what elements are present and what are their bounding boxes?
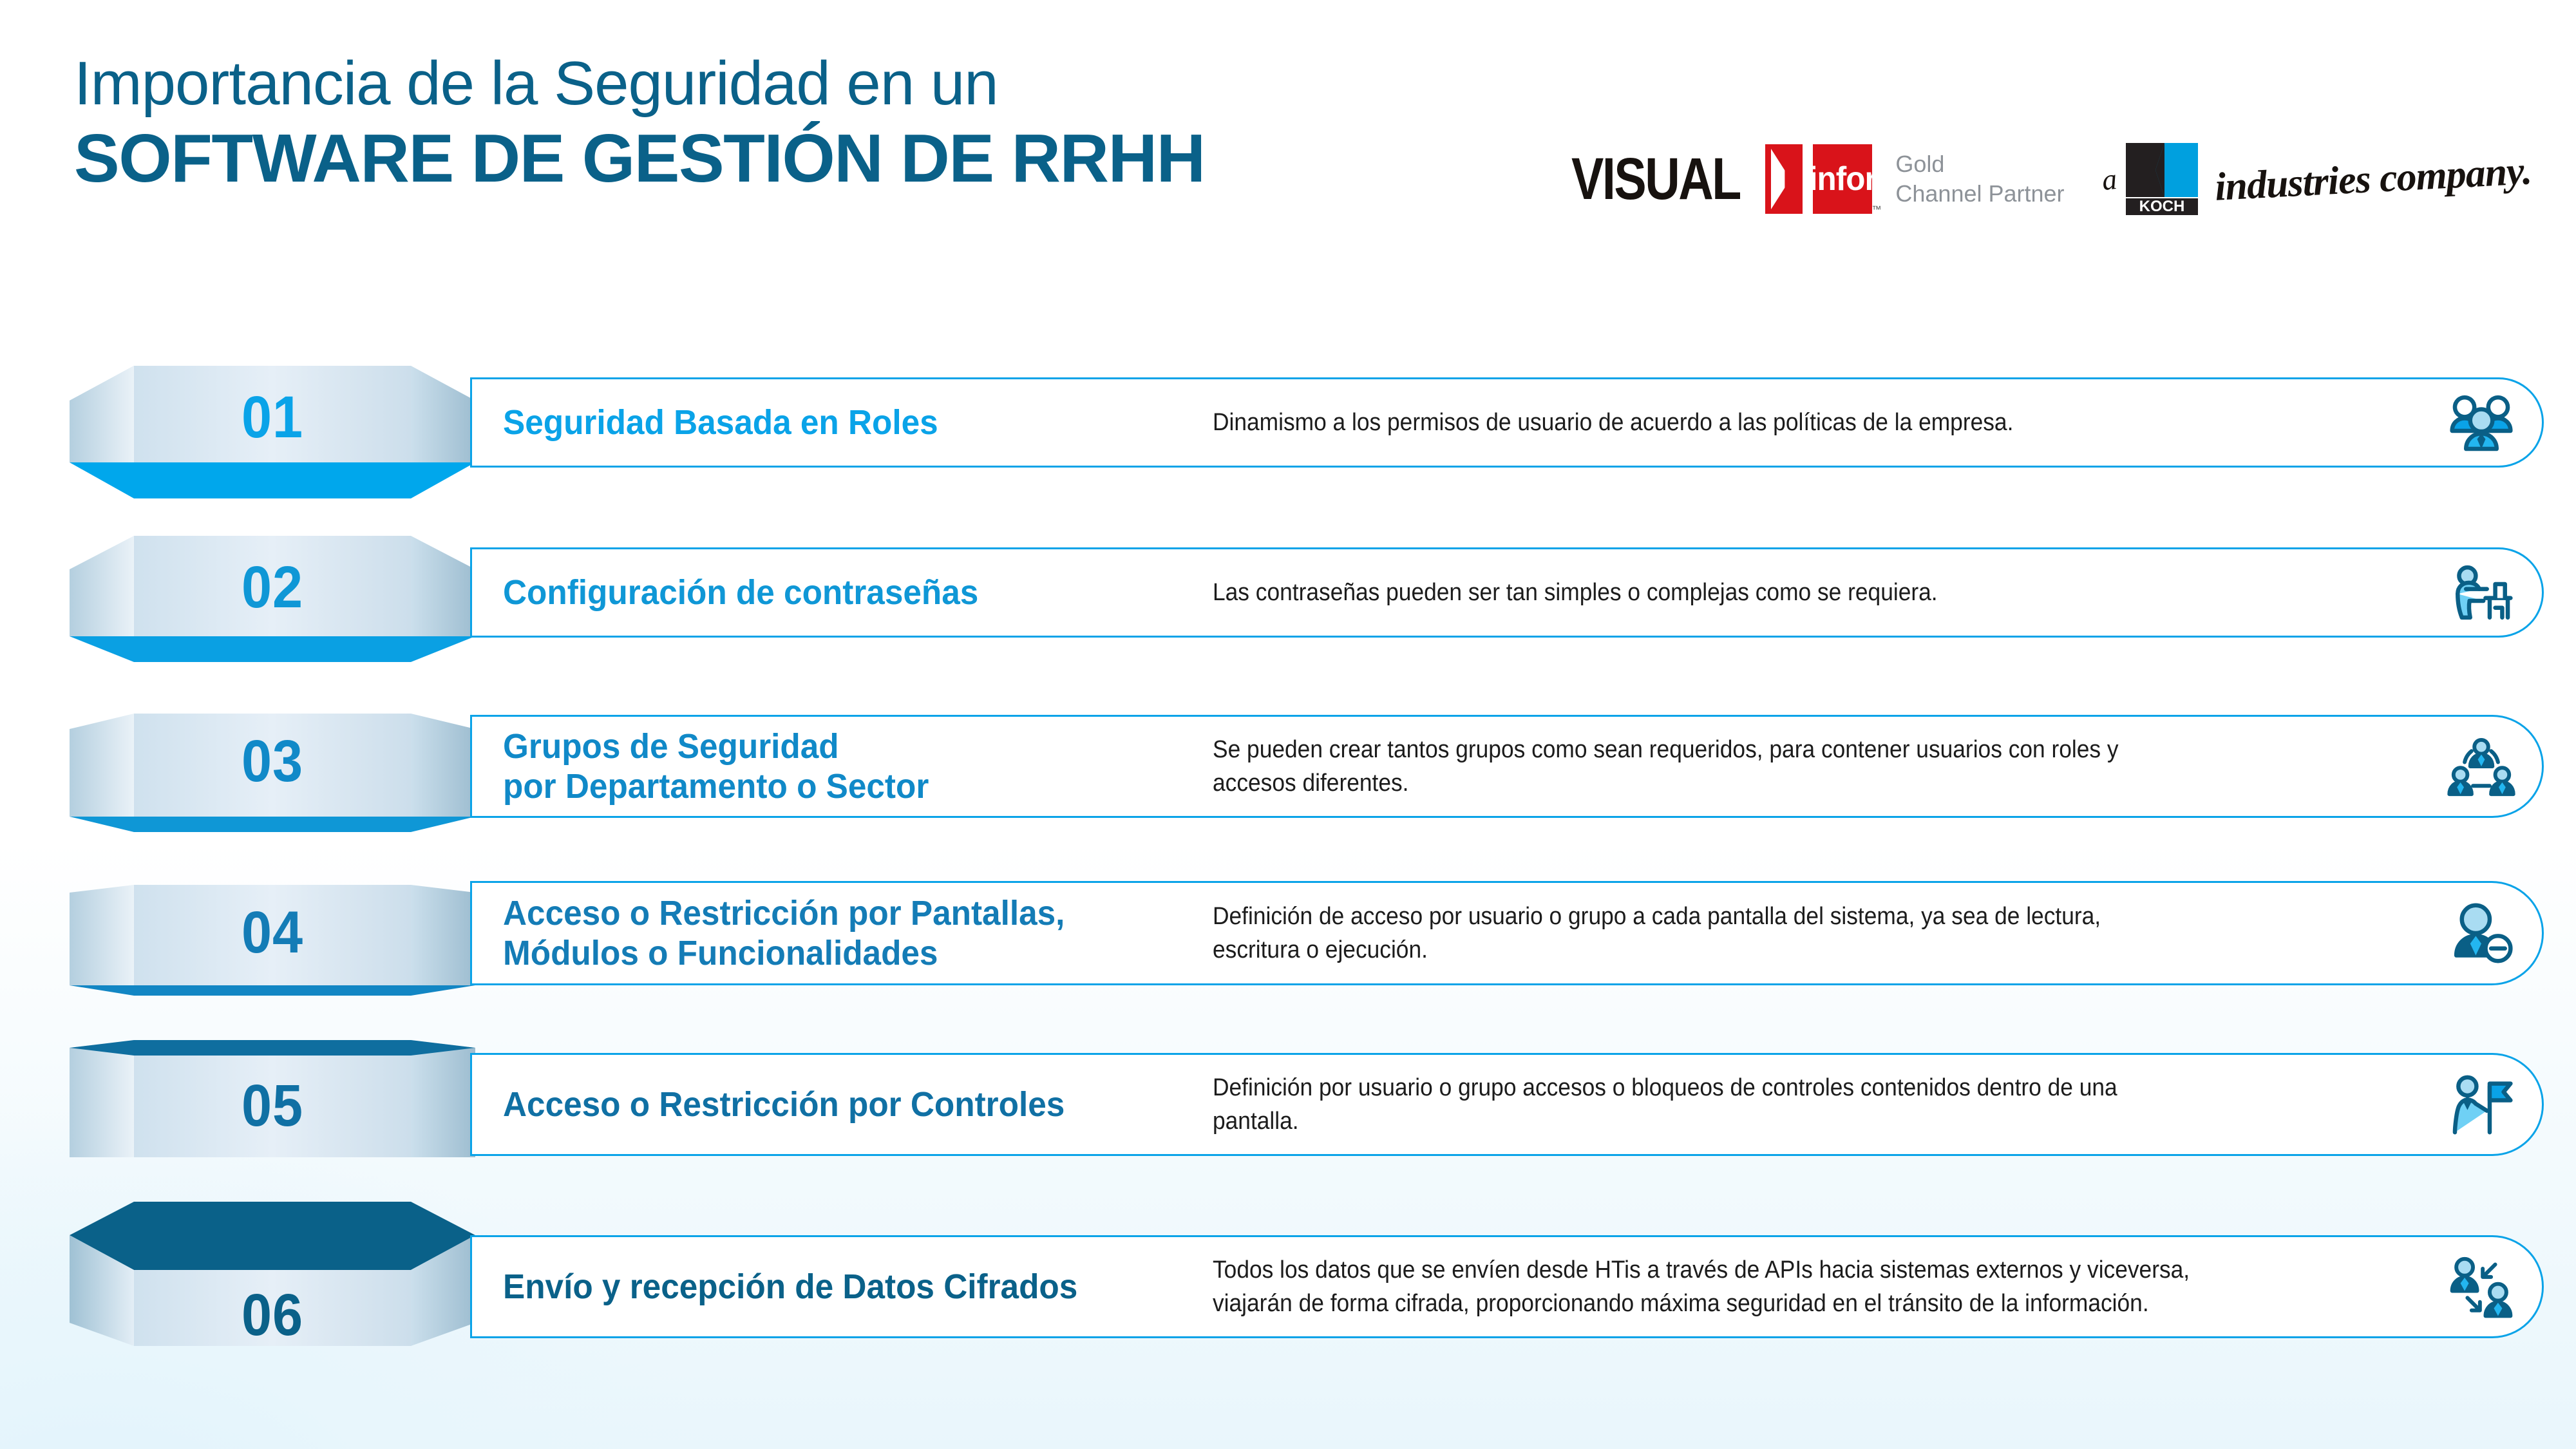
step-card[interactable]: Envío y recepción de Datos Cifrados Todo… — [470, 1235, 2544, 1338]
logo-bar: VISUAL infor ™ Gold Channel Partner a — [1571, 134, 2532, 224]
step-number-badge: 03 — [70, 696, 475, 850]
step-number-badge: 02 — [70, 528, 475, 683]
step-card[interactable]: Acceso o Restricción por Controles Defin… — [470, 1053, 2544, 1156]
user-restricted-icon — [2443, 895, 2520, 972]
step-heading: Envío y recepción de Datos Cifrados — [503, 1267, 1078, 1306]
step-description: Definición por usuario o grupo accesos o… — [1213, 1074, 2117, 1135]
page-header: Importancia de la Seguridad en un SOFTWA… — [0, 0, 2576, 283]
data-exchange-icon — [2443, 1248, 2520, 1325]
users-network-icon — [2443, 728, 2520, 805]
koch-mark-icon: KOCH — [2125, 143, 2202, 215]
step-number: 01 — [242, 384, 303, 450]
partner-line1: Gold — [1895, 151, 1945, 177]
step-card[interactable]: Seguridad Basada en Roles Dinamismo a lo… — [470, 377, 2544, 468]
step-number-badge: 04 — [70, 863, 475, 1018]
page-title-line1: Importancia de la Seguridad en un — [74, 49, 999, 118]
step-card[interactable]: Acceso o Restricción por Pantallas, Módu… — [470, 881, 2544, 985]
step-number-badge: 05 — [70, 1034, 475, 1188]
person-at-desk-icon — [2443, 554, 2520, 631]
infor-trademark-icon: ™ — [1871, 204, 1881, 215]
step-number: 02 — [242, 554, 303, 620]
step-heading: Acceso o Restricción por Controles — [503, 1085, 1065, 1124]
step-number-badge: 01 — [70, 361, 475, 522]
person-flag-icon — [2443, 1066, 2520, 1143]
svg-text:KOCH: KOCH — [2139, 198, 2184, 215]
step-number-badge: 06 — [70, 1199, 475, 1367]
visualk-wordmark: VISUAL — [1571, 146, 1741, 212]
step-description: Las contraseñas pueden ser tan simples o… — [1213, 579, 1938, 606]
infor-logo: infor ™ — [1809, 144, 1881, 215]
visualk-k-icon — [1765, 144, 1803, 214]
step-heading: Configuración de contraseñas — [503, 573, 979, 612]
step-heading: Seguridad Basada en Roles — [503, 403, 938, 442]
step-description: Definición de acceso por usuario o grupo… — [1213, 903, 2101, 963]
gold-channel-partner-text: Gold Channel Partner — [1895, 149, 2064, 209]
page-title-line2: SOFTWARE DE GESTIÓN DE RRHH — [74, 120, 1206, 196]
step-heading: Grupos de Seguridad por Departamento o S… — [503, 727, 929, 806]
step-number: 05 — [242, 1073, 303, 1139]
step-number: 03 — [242, 728, 303, 794]
step-number: 06 — [242, 1282, 303, 1348]
infor-wordmark: infor — [1808, 160, 1877, 198]
partner-line2: Channel Partner — [1895, 180, 2065, 207]
users-group-icon — [2443, 384, 2520, 461]
page-title: Importancia de la Seguridad en un SOFTWA… — [74, 49, 1206, 196]
step-card[interactable]: Configuración de contraseñas Las contras… — [470, 547, 2544, 638]
step-description: Dinamismo a los permisos de usuario de a… — [1213, 409, 2014, 436]
koch-logo: a KOCH industries company. — [2100, 143, 2532, 215]
step-description: Todos los datos que se envíen desde HTis… — [1213, 1256, 2190, 1317]
step-card[interactable]: Grupos de Seguridad por Departamento o S… — [470, 715, 2544, 818]
step-number: 04 — [242, 900, 303, 965]
step-description: Se pueden crear tantos grupos como sean … — [1213, 736, 2119, 797]
step-heading: Acceso o Restricción por Pantallas, Módu… — [503, 894, 1065, 972]
visualk-logo: VISUAL — [1571, 144, 1803, 214]
